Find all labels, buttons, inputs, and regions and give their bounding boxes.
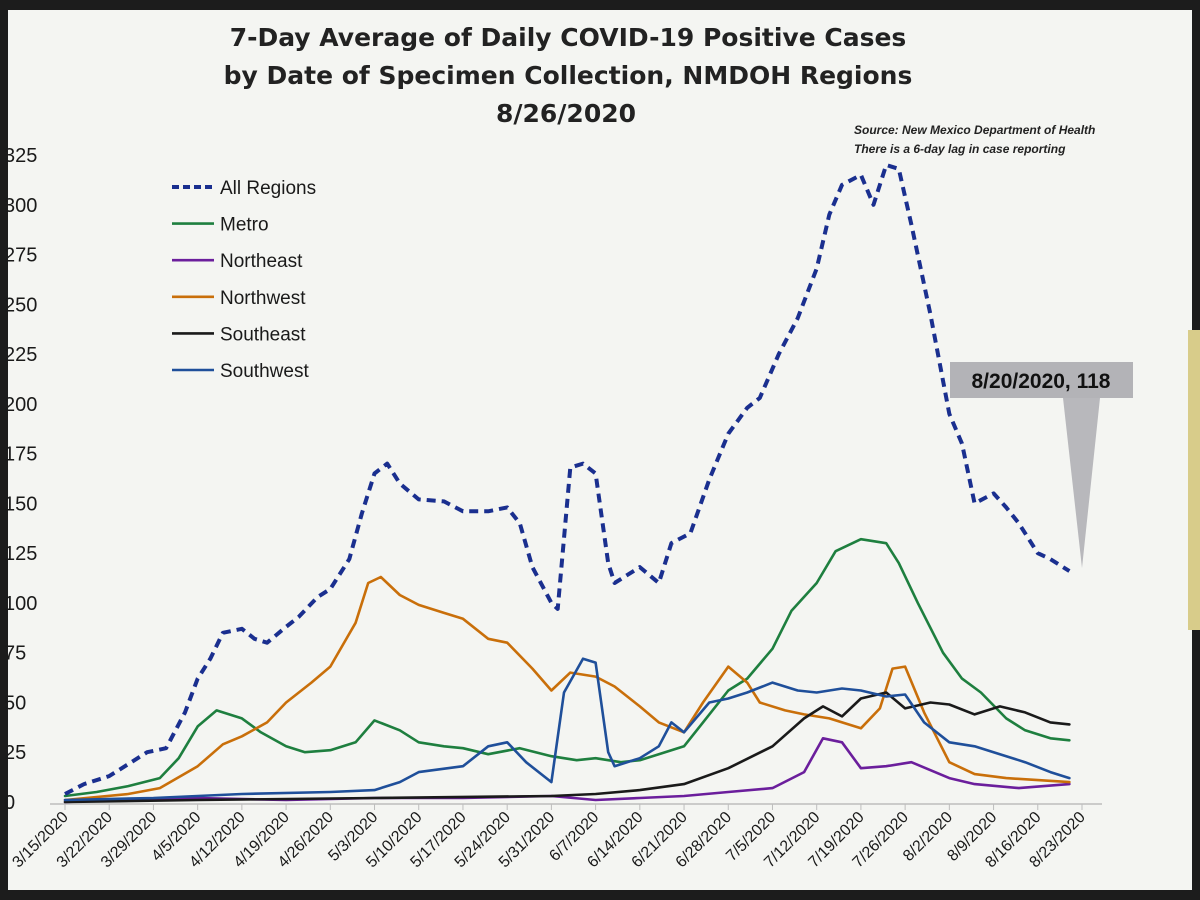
y-tick-label: 325 xyxy=(4,145,37,167)
callout-box xyxy=(950,362,1133,398)
source-note: Source: New Mexico Department of Health … xyxy=(854,123,1095,156)
y-tick-label: 50 xyxy=(4,692,26,714)
callout-label: 8/20/2020, 118 xyxy=(972,370,1111,393)
source-line-1: Source: New Mexico Department of Health xyxy=(854,123,1095,137)
y-tick-label: 75 xyxy=(4,643,26,665)
y-tick-label: 150 xyxy=(4,493,37,515)
y-tick-label: 175 xyxy=(4,444,37,466)
chart-title: 7-Day Average of Daily COVID-19 Positive… xyxy=(224,23,913,128)
screen-edge-artifact xyxy=(1188,330,1200,630)
y-tick-label: 0 xyxy=(4,792,15,814)
title-line-1: 7-Day Average of Daily COVID-19 Positive… xyxy=(230,23,907,52)
y-tick-label: 250 xyxy=(4,294,37,316)
callout-pointer xyxy=(1063,398,1100,568)
y-tick-label: 275 xyxy=(4,245,37,267)
title-line-2: by Date of Specimen Collection, NMDOH Re… xyxy=(224,61,913,90)
legend: All Regions Metro Northeast Northwest Southe… xyxy=(172,178,316,382)
title-line-3: 8/26/2020 xyxy=(496,99,636,128)
legend-label: Northwest xyxy=(220,288,306,309)
series-line-southeast xyxy=(63,691,1071,804)
series-line-metro xyxy=(63,537,1071,798)
y-tick-label: 100 xyxy=(4,593,37,615)
legend-label: Southwest xyxy=(220,361,309,382)
legend-label: Northeast xyxy=(220,251,303,272)
legend-label: All Regions xyxy=(220,178,316,199)
source-line-2: There is a 6-day lag in case reporting xyxy=(854,142,1066,156)
series-line-all-regions xyxy=(64,163,1071,796)
series-line-northwest xyxy=(63,575,1071,802)
y-tick-label: 25 xyxy=(4,742,26,764)
callout: 8/20/2020, 118 xyxy=(950,362,1133,568)
y-axis: 0 25 50 75 100 125 150 175 200 225 250 275 300 325 xyxy=(4,145,37,814)
y-tick-label: 200 xyxy=(4,394,37,416)
series-line-southwest xyxy=(63,657,1071,802)
y-tick-label: 300 xyxy=(4,195,37,217)
legend-label: Metro xyxy=(220,215,269,236)
chart-panel xyxy=(8,10,1192,890)
y-tick-label: 225 xyxy=(4,344,37,366)
plot-lines xyxy=(63,163,1071,804)
y-tick-label: 125 xyxy=(4,543,37,565)
legend-label: Southeast xyxy=(220,324,306,345)
